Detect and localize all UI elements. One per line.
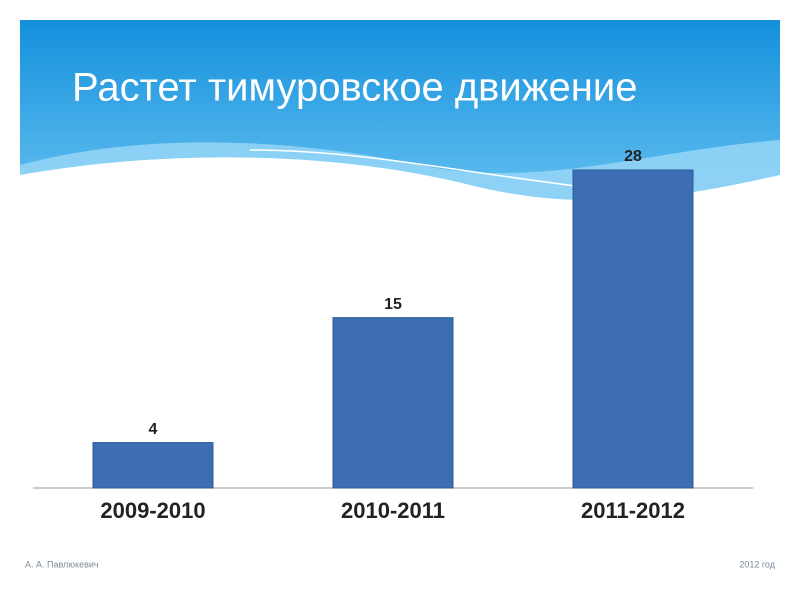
x-tick-label: 2010-2011 bbox=[341, 498, 445, 523]
bar bbox=[92, 442, 214, 489]
x-tick-label: 2009-2010 bbox=[100, 498, 205, 523]
x-tick-label: 2011-2012 bbox=[581, 498, 685, 523]
chart-title: Растет тимуровское движение bbox=[72, 66, 637, 110]
value-label: 15 bbox=[384, 296, 402, 313]
bar bbox=[332, 317, 454, 489]
footer-date: 2012 год bbox=[739, 559, 775, 569]
value-label: 28 bbox=[624, 148, 642, 165]
value-label: 4 bbox=[149, 421, 158, 438]
footer-author: А. А. Павлюкевич bbox=[25, 559, 99, 569]
bar bbox=[572, 169, 694, 489]
